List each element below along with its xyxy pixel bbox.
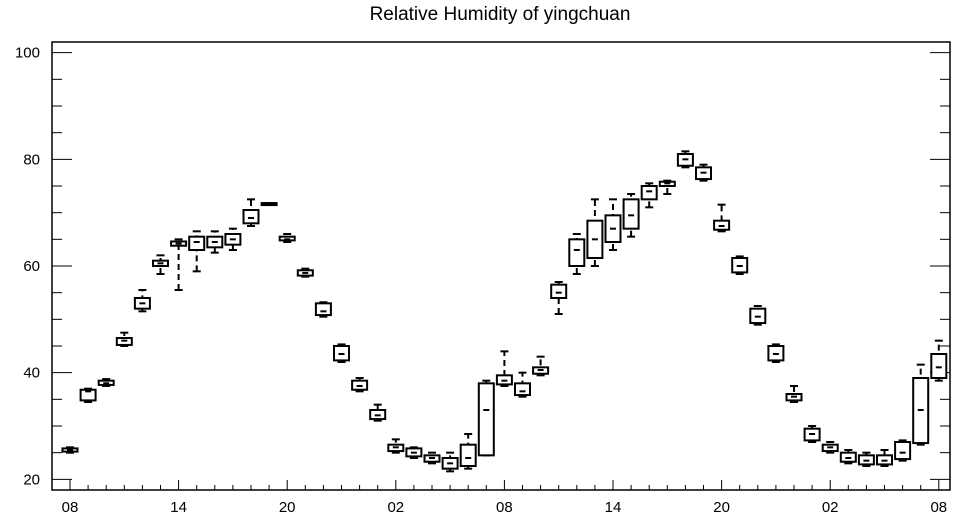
box-hour-28 xyxy=(568,233,586,275)
box-hour-6 xyxy=(170,238,188,291)
box-hour-33 xyxy=(658,179,676,195)
box-hour-14 xyxy=(314,301,332,318)
box-hour-5 xyxy=(152,254,169,275)
box-hour-29 xyxy=(586,198,604,267)
x-tick-label: 20 xyxy=(713,499,730,516)
box xyxy=(188,235,206,252)
plot-frame xyxy=(51,41,951,491)
y-tick-label: 80 xyxy=(23,151,40,168)
x-tick-label: 14 xyxy=(605,499,622,516)
box-hour-0 xyxy=(61,446,79,454)
box-hour-27 xyxy=(550,281,568,315)
box-hour-43 xyxy=(839,449,857,465)
box-hour-20 xyxy=(423,451,441,465)
box xyxy=(550,283,568,299)
box-hour-48 xyxy=(930,339,948,382)
box-hour-18 xyxy=(387,438,405,454)
box-hour-4 xyxy=(133,289,151,313)
box-series xyxy=(61,150,948,473)
x-tick-label: 02 xyxy=(387,499,404,516)
box-hour-25 xyxy=(514,371,531,398)
box-hour-10 xyxy=(242,198,260,227)
box-hour-47 xyxy=(912,363,930,446)
box-hour-16 xyxy=(351,377,369,393)
y-tick-label: 20 xyxy=(23,471,40,488)
box xyxy=(568,238,586,267)
box-hour-36 xyxy=(713,203,731,233)
x-tick-label: 14 xyxy=(170,499,187,516)
box-hour-32 xyxy=(640,182,658,209)
box-hour-21 xyxy=(441,451,459,473)
x-tick-label: 02 xyxy=(822,499,839,516)
box-hour-9 xyxy=(224,227,242,251)
box-hour-45 xyxy=(876,449,893,467)
box-hour-31 xyxy=(622,193,640,238)
box xyxy=(640,185,658,201)
box xyxy=(514,382,531,397)
box xyxy=(894,441,912,461)
box xyxy=(314,302,332,317)
box-hour-19 xyxy=(405,446,423,459)
box-hour-3 xyxy=(115,331,133,347)
box-hour-42 xyxy=(821,441,839,454)
x-axis: 08 14 20 02 08 14 20 02 08 xyxy=(62,480,947,516)
box-hour-35 xyxy=(695,163,712,182)
x-tick-label: 08 xyxy=(930,499,947,516)
box xyxy=(459,443,477,467)
box-hour-13 xyxy=(296,267,314,278)
box-hour-2 xyxy=(97,378,115,387)
box-hour-26 xyxy=(532,355,550,377)
box xyxy=(930,353,948,379)
y-tick-label: 60 xyxy=(23,258,40,275)
box-hour-40 xyxy=(785,385,803,403)
box-hour-8 xyxy=(206,230,224,254)
box xyxy=(622,198,640,230)
box-hour-44 xyxy=(857,451,875,467)
box-hour-22 xyxy=(459,433,477,470)
y-tick-label: 40 xyxy=(23,365,40,382)
box-hour-46 xyxy=(894,439,912,462)
box-hour-12 xyxy=(278,233,296,243)
x-tick-label: 20 xyxy=(279,499,296,516)
box-hour-38 xyxy=(749,305,767,326)
x-tick-label: 08 xyxy=(496,499,513,516)
box-hour-34 xyxy=(676,150,694,169)
box-hour-7 xyxy=(188,230,206,273)
y-tick-label: 100 xyxy=(15,45,40,62)
box xyxy=(477,382,495,457)
box-hour-39 xyxy=(767,343,785,363)
box-hour-30 xyxy=(604,198,622,251)
box xyxy=(79,388,97,402)
box-hour-23 xyxy=(477,379,495,457)
box-hour-15 xyxy=(333,343,350,363)
box-hour-41 xyxy=(803,425,821,443)
box-hour-11 xyxy=(260,202,278,207)
box xyxy=(242,209,260,225)
box-hour-37 xyxy=(731,255,749,275)
chart-title: Relative Humidity of yingchuan xyxy=(369,4,631,25)
box-hour-17 xyxy=(369,403,387,422)
box-hour-24 xyxy=(495,350,513,387)
box-hour-1 xyxy=(79,387,97,403)
x-tick-label: 08 xyxy=(62,499,79,516)
